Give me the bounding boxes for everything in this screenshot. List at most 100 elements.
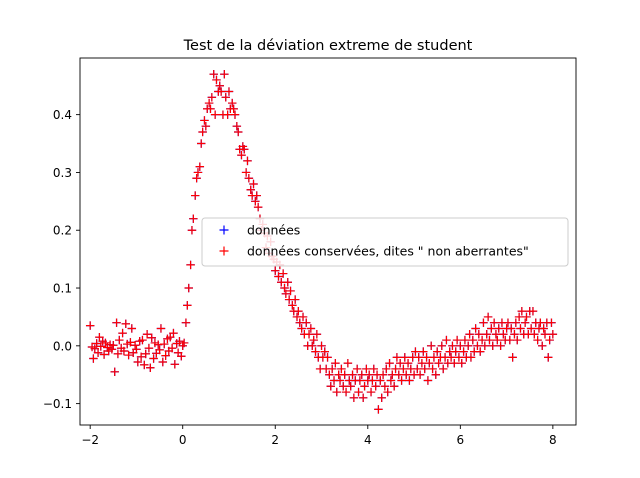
legend-label: données conservées, dites " non aberrant… (247, 244, 529, 259)
data-point (528, 306, 538, 316)
data-point (144, 343, 154, 353)
data-point (487, 324, 496, 333)
x-tick-label: 2 (271, 433, 279, 447)
data-point (191, 191, 200, 200)
data-point (522, 312, 531, 322)
data-point (337, 364, 346, 374)
data-point (320, 347, 329, 356)
data-point (360, 382, 369, 391)
data-point (483, 312, 493, 322)
axes-frame (79, 57, 577, 426)
data-point (332, 387, 341, 397)
data-point (437, 341, 447, 351)
data-point (434, 358, 443, 368)
data-point (377, 393, 386, 403)
data-point (186, 260, 195, 270)
data-point (177, 352, 186, 361)
data-point (533, 335, 542, 345)
data-point (516, 324, 525, 333)
data-point (101, 338, 110, 348)
data-point (547, 318, 556, 327)
data-point (184, 283, 193, 293)
data-point (237, 150, 246, 160)
data-point (290, 295, 300, 304)
data-point (146, 363, 155, 372)
data-point (385, 358, 394, 368)
data-point (414, 353, 423, 362)
data-point (249, 179, 258, 189)
data-point (167, 343, 177, 353)
data-point (439, 364, 448, 374)
data-point (517, 306, 527, 316)
data-point (386, 376, 396, 385)
data-point (485, 335, 494, 345)
data-point (294, 306, 303, 316)
data-point (160, 339, 169, 349)
data-point (302, 318, 311, 327)
data-point (271, 266, 280, 275)
data-point (494, 324, 503, 333)
data-point (220, 69, 229, 79)
data-point (452, 335, 462, 345)
data-point (192, 174, 201, 183)
data-point (118, 328, 127, 338)
y-tick-label: 0.2 (53, 224, 72, 238)
data-point (99, 350, 109, 359)
data-point (325, 370, 334, 379)
data-point (189, 214, 198, 223)
data-point (457, 358, 466, 368)
data-point (417, 358, 427, 368)
data-point (339, 382, 348, 391)
data-point (507, 324, 516, 333)
data-point (480, 341, 490, 351)
legend-box (201, 217, 569, 267)
data-point (308, 341, 317, 351)
data-point (229, 104, 238, 114)
data-point (548, 330, 558, 339)
data-point (544, 353, 553, 362)
data-point (142, 330, 152, 339)
data-point (422, 353, 431, 362)
data-point (491, 330, 501, 339)
data-point (110, 367, 119, 377)
data-point (415, 370, 425, 379)
data-point (520, 318, 530, 327)
data-point (274, 272, 283, 281)
data-point (403, 358, 413, 368)
legend-label: données (247, 223, 300, 238)
data-point (280, 283, 289, 293)
data-point (147, 333, 156, 342)
data-point (107, 345, 117, 354)
data-point (89, 354, 98, 363)
data-point (426, 341, 436, 351)
data-point (155, 345, 164, 355)
data-point (197, 139, 206, 148)
data-point (195, 162, 205, 171)
data-point (419, 347, 428, 356)
x-tick-label: 4 (364, 433, 372, 447)
data-point (124, 350, 133, 360)
data-point (304, 330, 314, 339)
series-donnees-conservees (85, 69, 558, 414)
data-point (545, 335, 554, 345)
data-point (395, 358, 405, 368)
data-point (431, 370, 441, 379)
x-tick-label: 8 (549, 433, 557, 447)
data-point (380, 382, 390, 391)
data-point (392, 353, 402, 362)
data-point (230, 110, 240, 119)
data-point (397, 376, 406, 385)
data-point (215, 81, 224, 90)
data-point (246, 185, 255, 194)
data-point (126, 338, 135, 347)
data-point (281, 289, 291, 299)
data-point (374, 405, 383, 414)
data-point (161, 351, 170, 360)
data-point (391, 364, 400, 374)
data-point (413, 364, 422, 374)
data-point (473, 341, 482, 351)
data-point (181, 318, 191, 327)
data-point (201, 121, 211, 131)
data-point (228, 98, 237, 108)
data-point (112, 318, 121, 327)
